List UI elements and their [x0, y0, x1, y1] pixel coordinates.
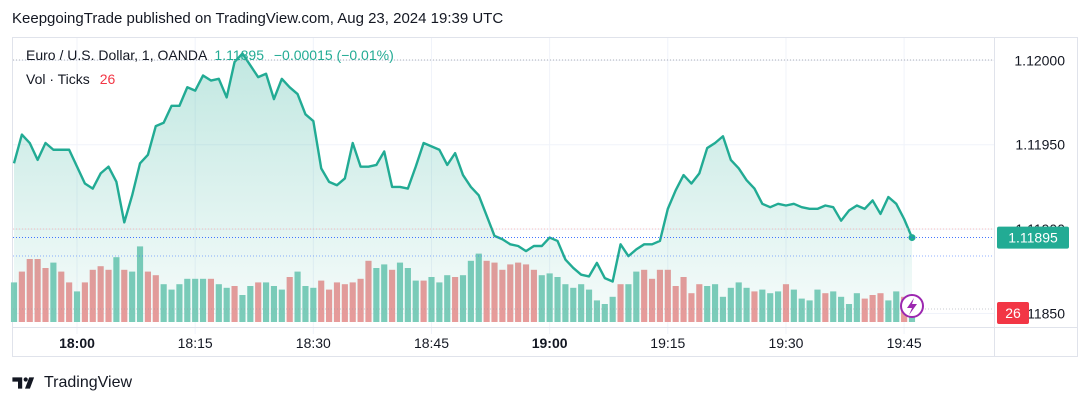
x-tick-label: 18:45 [414, 335, 449, 351]
x-tick-label: 19:15 [650, 335, 685, 351]
tradingview-logo-icon [12, 377, 35, 389]
y-tick-label: 1.12000 [1014, 52, 1065, 68]
last-price-tag [997, 226, 1069, 249]
chart-frame [12, 37, 1078, 357]
x-tick-label: 19:45 [887, 335, 922, 351]
price-line [12, 52, 914, 283]
publish-caption: KeepgoingTrade published on TradingView.… [12, 10, 504, 27]
last-price-tag-text: 1.11895 [1008, 230, 1058, 246]
legend-price: 1.11895 [214, 47, 264, 63]
symbol-name: Euro / U.S. Dollar, 1, OANDA [26, 47, 207, 63]
volume-value: 26 [99, 71, 116, 87]
x-tick-label: 19:30 [768, 335, 803, 351]
flash-icon[interactable] [900, 294, 924, 318]
last-volume-tag-text: 26 [1005, 305, 1021, 321]
last-volume-tag [997, 302, 1029, 324]
x-tick-label: 18:15 [178, 335, 213, 351]
footer-brand: TradingView [12, 374, 132, 392]
last-price-dot [908, 234, 916, 242]
y-tick-label: 1.11950 [1015, 137, 1065, 153]
x-tick-label: 18:30 [296, 335, 331, 351]
volume-label: Vol · Ticks [26, 71, 90, 87]
x-tick-label: 19:00 [532, 335, 568, 351]
legend-change: −0.00015 (−0.01%) [273, 47, 394, 63]
volume-legend: Vol · Ticks 26 [26, 71, 115, 87]
brand-name: TradingView [44, 374, 133, 391]
price-area [14, 53, 912, 322]
x-tick-label: 18:00 [59, 335, 95, 351]
symbol-legend: Euro / U.S. Dollar, 1, OANDA 1.11895 −0.… [26, 47, 394, 63]
